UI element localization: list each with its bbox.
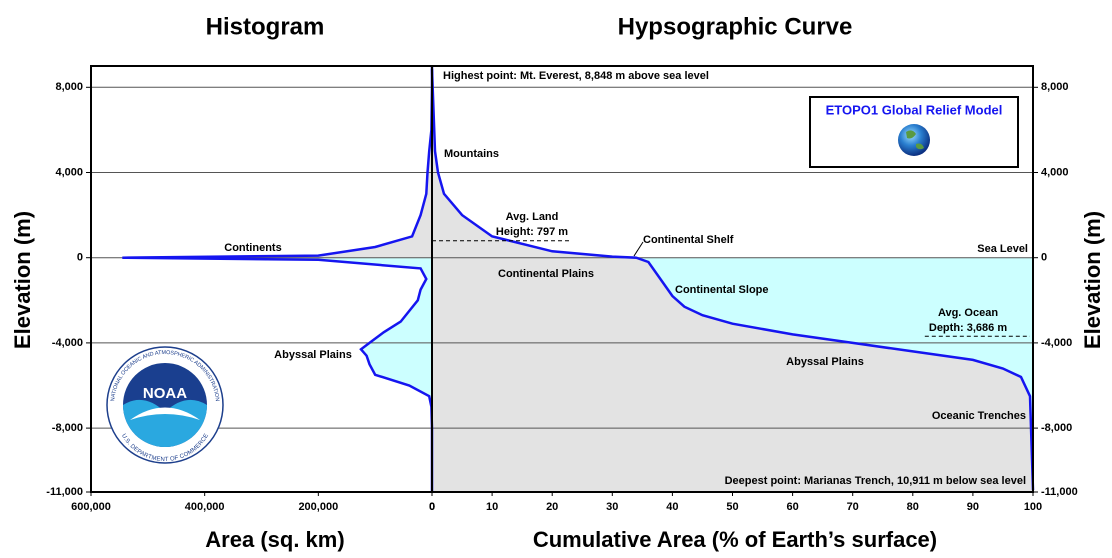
logo-bird xyxy=(130,407,200,420)
annotation: Depth: 3,686 m xyxy=(929,322,1007,334)
ocean-fill xyxy=(636,257,1033,491)
logo-text: NOAA xyxy=(143,385,187,402)
x-tick-label: 50 xyxy=(726,501,738,513)
histogram-line xyxy=(122,66,434,492)
annotation: Continents xyxy=(224,242,281,254)
annotation: Sea Level xyxy=(977,243,1028,255)
under-curve-fill xyxy=(432,69,1033,492)
globe-land xyxy=(906,130,924,150)
x-tick-label: 200,000 xyxy=(298,501,338,513)
y-tick-label: 4,000 xyxy=(55,166,83,178)
annotation: Height: 797 m xyxy=(496,226,568,238)
x-tick-label: 30 xyxy=(606,501,618,513)
annotation: Abyssal Plains xyxy=(786,356,864,368)
plot-frame xyxy=(90,65,1034,493)
x-tick-label: 80 xyxy=(907,501,919,513)
annotation: Highest point: Mt. Everest, 8,848 m abov… xyxy=(443,70,709,82)
y-axis-label: Elevation (m) xyxy=(10,211,35,349)
annotation: Continental Slope xyxy=(675,284,769,296)
x-tick-label: 70 xyxy=(847,501,859,513)
x-tick-label: 90 xyxy=(967,501,979,513)
x-tick-label: 60 xyxy=(786,501,798,513)
annotation: Continental Plains xyxy=(498,268,594,280)
annotation: Avg. Ocean xyxy=(938,307,998,319)
x-tick-label: 600,000 xyxy=(71,501,111,513)
y-tick-label: -11,000 xyxy=(46,486,83,498)
y-tick-label: 8,000 xyxy=(1041,81,1069,93)
x-axis-label: Cumulative Area (% of Earth’s surface) xyxy=(533,527,937,552)
annotation: Deepest point: Marianas Trench, 10,911 m… xyxy=(725,475,1026,487)
histogram-title: Histogram xyxy=(206,13,325,40)
annotation: Mountains xyxy=(444,148,499,160)
leader-line xyxy=(633,241,644,257)
annotation: Avg. Land xyxy=(506,211,559,223)
y-tick-label: -4,000 xyxy=(1041,337,1072,349)
x-tick-label: 40 xyxy=(666,501,678,513)
x-tick-label: 400,000 xyxy=(185,501,225,513)
hypsographic-title: Hypsographic Curve xyxy=(618,13,853,40)
y-tick-label: -8,000 xyxy=(52,422,83,434)
legend-title: ETOPO1 Global Relief Model xyxy=(826,102,1003,117)
annotation: Abyssal Plains xyxy=(274,349,352,361)
x-tick-label: 20 xyxy=(546,501,558,513)
annotation: Continental Shelf xyxy=(643,234,734,246)
y-tick-label: 0 xyxy=(77,252,83,264)
x-tick-label: 0 xyxy=(429,501,435,513)
hypsographic-curve xyxy=(430,69,1035,491)
x-tick-label: 0 xyxy=(429,501,435,513)
y-tick-label: -11,000 xyxy=(1041,486,1078,498)
x-tick-label: 10 xyxy=(486,501,498,513)
land-fill xyxy=(122,66,433,258)
y-axis-label: Elevation (m) xyxy=(1080,211,1105,349)
annotation: Oceanic Trenches xyxy=(932,410,1026,422)
y-tick-label: 8,000 xyxy=(55,81,83,93)
y-tick-label: -4,000 xyxy=(52,337,83,349)
x-axis-label: Area (sq. km) xyxy=(205,527,344,552)
x-tick-label: 100 xyxy=(1024,501,1042,513)
globe-icon xyxy=(898,124,930,156)
y-tick-label: 4,000 xyxy=(1041,166,1069,178)
y-tick-label: -8,000 xyxy=(1041,422,1072,434)
y-tick-label: 0 xyxy=(1041,252,1047,264)
logo-sea xyxy=(123,399,207,447)
